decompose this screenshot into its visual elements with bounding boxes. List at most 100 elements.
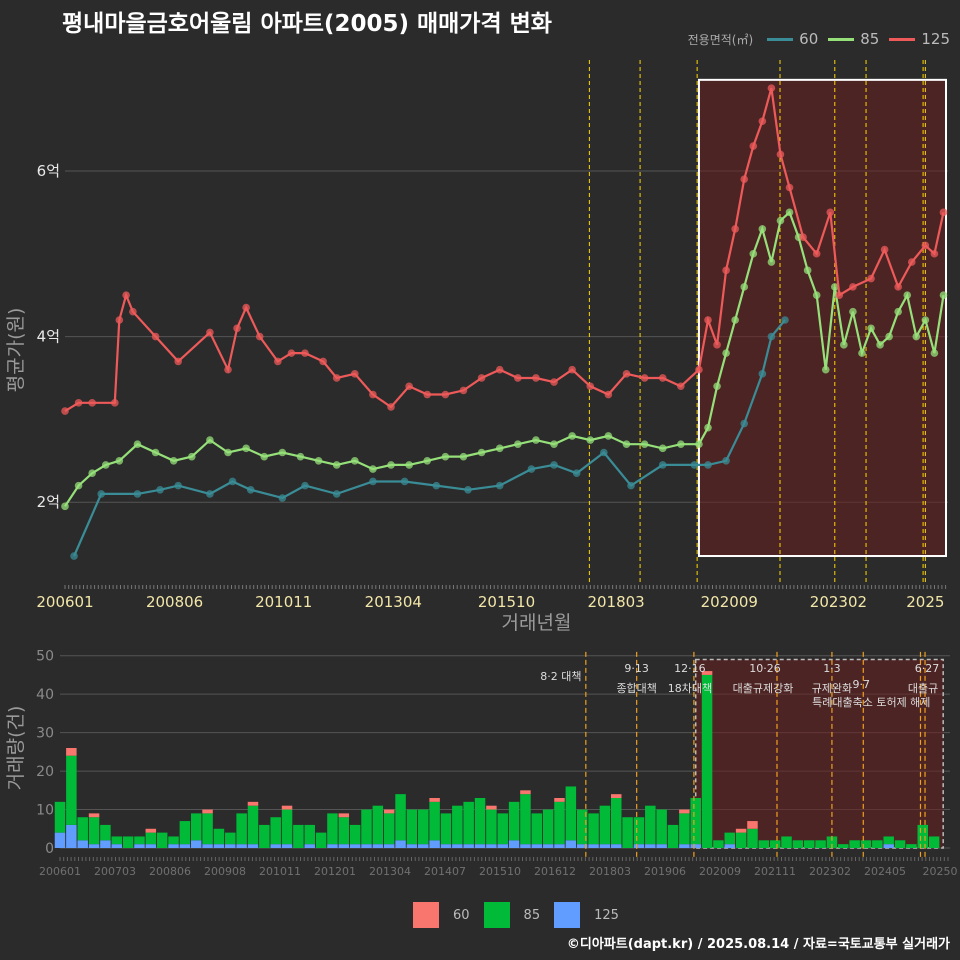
bar-60 [611, 794, 622, 798]
x-tick-label-3: 201304 [365, 593, 422, 611]
series-point-125 [287, 349, 296, 357]
y-tick-label-0: 2억 [37, 493, 60, 511]
bar-60 [679, 809, 690, 814]
series-line-60 [73, 319, 786, 557]
bar-85 [429, 801, 440, 841]
bar-60 [66, 748, 77, 756]
series-point-125 [111, 399, 119, 407]
series-point-85 [477, 448, 486, 457]
legend-bottom-label-125: 125 [594, 907, 619, 923]
bar-85 [213, 828, 225, 845]
bar-85 [508, 801, 520, 841]
bar-85 [701, 674, 713, 848]
series-point-125 [255, 332, 264, 341]
policy-annotation-6: 대출규제강화 [733, 682, 794, 695]
series-point-85 [441, 452, 450, 461]
bar-85 [576, 809, 588, 845]
series-point-125 [151, 332, 160, 341]
series-point-85 [894, 307, 902, 316]
bar-x-tick-9: 201612 [534, 865, 576, 878]
series-point-60 [206, 490, 214, 498]
bar-125 [554, 844, 565, 848]
bar-x-tick-14: 202302 [809, 865, 851, 878]
legend-title: 전용면적(㎡) [687, 32, 754, 47]
bar-x-tick-3: 200908 [204, 865, 246, 878]
x-tick-label-2: 201011 [255, 593, 312, 611]
bar-85 [88, 817, 100, 845]
bar-125 [77, 840, 88, 848]
series-point-85 [459, 452, 468, 461]
bar-125 [576, 844, 588, 848]
series-point-85 [260, 452, 269, 461]
bar-85 [894, 840, 906, 848]
bar-85 [769, 840, 781, 848]
bar-60 [520, 790, 531, 795]
bar-125 [327, 844, 338, 848]
series-point-85 [115, 456, 124, 465]
bar-85 [588, 813, 599, 845]
bar-125 [361, 844, 372, 848]
series-point-85 [740, 283, 749, 291]
legend-item-125: 125 [889, 30, 950, 48]
series-point-85 [369, 465, 377, 473]
bar-125 [565, 840, 577, 848]
policy-annotation-12: 대출규 [908, 682, 938, 695]
bar-85 [247, 805, 259, 845]
series-point-85 [622, 440, 631, 449]
series-point-85 [849, 307, 857, 316]
series-point-85 [74, 481, 83, 490]
legend-bottom-item-85: 85 [483, 902, 540, 928]
bar-85 [111, 836, 123, 845]
series-point-85 [776, 216, 785, 225]
bar-x-tick-13: 202111 [754, 865, 796, 878]
bar-60 [88, 813, 100, 818]
series-point-85 [640, 440, 649, 449]
bar-x-tick-1: 200703 [94, 865, 136, 878]
series-line-85 [64, 210, 945, 507]
series-point-125 [206, 328, 214, 337]
bar-x-tick-7: 201407 [424, 865, 466, 878]
bar-125 [213, 844, 225, 848]
y-tick-label-2: 6억 [37, 162, 60, 180]
bar-85 [838, 844, 849, 848]
series-point-125 [532, 374, 540, 382]
series-point-85 [351, 456, 359, 465]
series-point-85 [568, 432, 576, 440]
series-point-125 [622, 370, 631, 378]
series-point-85 [101, 461, 110, 469]
policy-annotation-0: 8·2 대책 [540, 670, 581, 683]
legend-bottom-item-60: 60 [413, 902, 470, 928]
series-point-85 [939, 291, 948, 299]
bar-125 [599, 844, 611, 848]
bar-85 [520, 794, 531, 845]
series-point-125 [812, 249, 821, 258]
x-tick-label-6: 202009 [701, 593, 758, 611]
bar-x-tick-8: 201510 [479, 865, 521, 878]
bar-85 [565, 786, 577, 841]
series-point-125 [677, 382, 685, 391]
bar-60 [281, 805, 293, 810]
series-point-85 [930, 349, 939, 357]
series-point-125 [640, 374, 649, 382]
bar-x-tick-2: 200806 [149, 865, 191, 878]
bar-85 [656, 809, 667, 845]
series-point-125 [907, 258, 916, 266]
series-point-125 [242, 303, 250, 312]
bar-85 [202, 813, 213, 845]
bar-85 [735, 832, 747, 848]
chart-title: 평내마을금호어울림 아파트(2005) 매매가격 변화 [62, 11, 552, 37]
series-point-85 [206, 436, 214, 444]
series-point-85 [169, 456, 178, 465]
series-point-125 [550, 378, 558, 386]
series-point-85 [785, 208, 794, 217]
series-point-85 [514, 440, 522, 449]
legend-label-85: 85 [860, 30, 880, 48]
series-point-85 [812, 291, 821, 299]
bar-85 [122, 836, 134, 848]
bar-125 [100, 840, 111, 848]
series-point-125 [749, 142, 758, 150]
series-point-85 [296, 452, 305, 461]
series-point-60 [70, 552, 78, 560]
series-point-60 [278, 494, 287, 502]
series-point-125 [799, 233, 807, 241]
